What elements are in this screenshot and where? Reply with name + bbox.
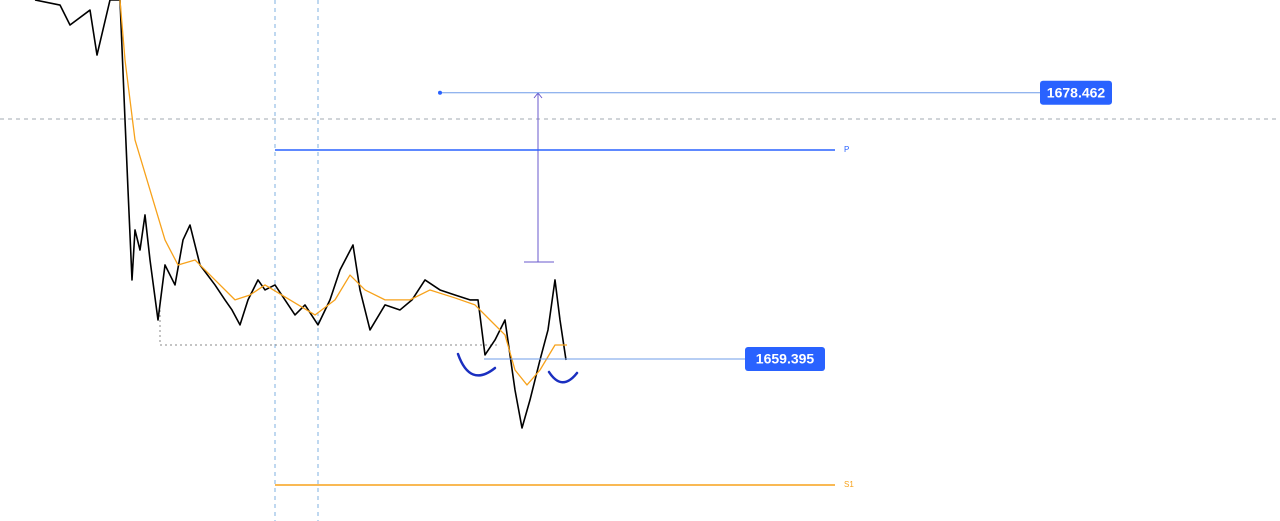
anchor-dot [438, 90, 442, 95]
pivot-label: P [844, 145, 849, 154]
pivot-label: S1 [844, 480, 854, 489]
price-label: 1659.395 [756, 351, 815, 367]
series-line [34, 0, 567, 429]
plot: P S1 1678.462 1659.395 [34, 0, 1112, 489]
price-label-box [1040, 80, 1112, 105]
drawing [547, 370, 579, 384]
drawing [456, 352, 497, 377]
price-label: 1678.462 [1047, 84, 1106, 100]
price-label-box [745, 347, 825, 372]
series-line [119, 0, 567, 386]
